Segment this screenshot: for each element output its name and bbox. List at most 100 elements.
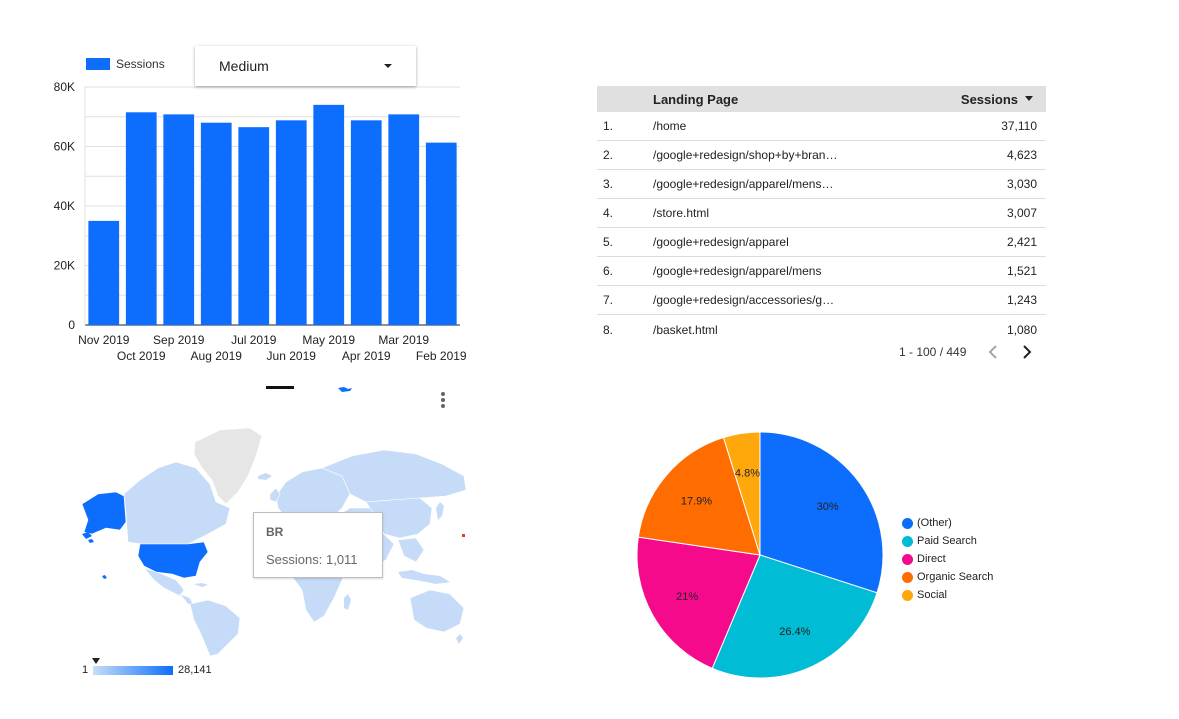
table-row[interactable]: 8. /basket.html 1,080	[597, 315, 1046, 344]
y-tick-label: 40K	[54, 199, 75, 213]
x-tick-label: Sep 2019	[153, 333, 205, 347]
bar[interactable]	[275, 120, 307, 325]
bar[interactable]	[88, 220, 120, 325]
table-row[interactable]: 5. /google+redesign/apparel 2,421	[597, 228, 1046, 257]
map-region-madagascar	[344, 594, 351, 610]
map-region-australia	[409, 589, 465, 633]
row-sessions: 37,110	[1001, 119, 1037, 133]
medium-dropdown[interactable]: Medium	[195, 46, 416, 86]
geo-map-chart: BR Sessions: 1,011 1 28,141	[80, 384, 470, 684]
pie-legend-label: Paid Search	[917, 535, 977, 547]
pie-legend-label: Organic Search	[917, 571, 994, 583]
y-tick-label: 60K	[54, 140, 75, 154]
y-tick-label: 20K	[54, 259, 75, 273]
legend-swatch	[86, 58, 110, 70]
map-region-caribbean	[194, 583, 208, 587]
map-region-russia	[321, 449, 467, 503]
bar[interactable]	[313, 104, 345, 325]
row-index: 1.	[603, 119, 614, 133]
y-tick-label: 80K	[54, 80, 75, 94]
map-region-pacific-red-dot	[462, 534, 465, 537]
table-row[interactable]: 6. /google+redesign/apparel/mens 1,521	[597, 257, 1046, 286]
pie-legend-label: Social	[917, 589, 947, 601]
color-scale-bar	[93, 666, 173, 675]
row-index: 3.	[603, 177, 614, 191]
color-scale-min: 1	[82, 664, 89, 676]
medium-pie-chart: 30% 26.4% 21% 17.9% 4.8% (Other) Paid Search D…	[620, 420, 1040, 700]
map-region-hawaii	[102, 575, 107, 579]
x-tick-label: Aug 2019	[191, 349, 243, 363]
pie-slice[interactable]	[636, 536, 761, 670]
x-tick-label: Feb 2019	[416, 349, 467, 363]
chevron-left-icon[interactable]	[985, 342, 1001, 362]
legend-dot-icon	[902, 517, 913, 529]
pie-slice[interactable]	[711, 554, 878, 679]
bar-chart-svg: 0 20K 40K 60K 80K Nov 2019 Oct 2019 Sep 2019 Aug…	[54, 80, 467, 363]
row-landing-page: /google+redesign/apparel	[653, 235, 789, 249]
row-landing-page: /google+redesign/apparel/mens	[653, 264, 822, 278]
row-index: 6.	[603, 264, 614, 278]
legend-dot-icon	[902, 535, 913, 547]
bar[interactable]	[163, 114, 195, 326]
pie-legend: (Other) Paid Search Direct Organic Search So…	[902, 514, 993, 604]
pie-slice-label: 26.4%	[779, 626, 810, 638]
row-landing-page: /home	[653, 119, 687, 133]
row-sessions: 3,030	[1006, 177, 1037, 191]
tooltip-country-code: BR	[266, 525, 284, 539]
legend-dot-icon	[902, 589, 913, 601]
pie-slice[interactable]	[637, 436, 761, 556]
column-header-sessions[interactable]: Sessions	[960, 91, 1018, 107]
map-region-alaska	[81, 491, 127, 535]
sort-descending-icon[interactable]	[1025, 96, 1033, 101]
map-region-new-zealand	[456, 634, 463, 644]
bar[interactable]	[425, 142, 457, 325]
y-tick-label: 0	[68, 318, 75, 332]
bar[interactable]	[388, 114, 420, 326]
bar[interactable]	[125, 112, 157, 325]
color-scale-marker-icon	[92, 658, 100, 664]
x-tick-label: Apr 2019	[342, 349, 391, 363]
pie-slice[interactable]	[722, 431, 761, 556]
legend-label: Sessions	[116, 57, 165, 71]
x-tick-label: Jun 2019	[267, 349, 317, 363]
table-pagination: 1 - 100 / 449	[597, 340, 1046, 364]
pie-slice[interactable]	[759, 431, 884, 594]
table-row[interactable]: 2. /google+redesign/shop+by+bran… 4,623	[597, 141, 1046, 170]
table-row[interactable]: 7. /google+redesign/accessories/g… 1,243	[597, 286, 1046, 315]
map-region-south-america	[189, 599, 241, 656]
legend-dot-icon	[902, 571, 913, 583]
row-index: 8.	[603, 322, 614, 337]
row-sessions: 2,421	[1006, 235, 1037, 249]
table-row[interactable]: 1. /home 37,110	[597, 112, 1046, 141]
table-row[interactable]: 3. /google+redesign/apparel/mens… 3,030	[597, 170, 1046, 199]
pie-slice-label: 4.8%	[735, 467, 760, 479]
map-region-iceland	[258, 473, 272, 480]
map-region-aleutians	[82, 532, 94, 543]
pagination-range: 1 - 100 / 449	[899, 345, 967, 359]
bar[interactable]	[200, 122, 232, 325]
row-index: 4.	[603, 206, 614, 220]
column-header-landing-page[interactable]: Landing Page	[653, 91, 739, 107]
pie-legend-item[interactable]: (Other)	[902, 514, 993, 532]
pie-legend-label: (Other)	[917, 517, 952, 529]
pie-legend-item[interactable]: Direct	[902, 550, 993, 568]
bar[interactable]	[238, 127, 270, 325]
table-row[interactable]: 4. /store.html 3,007	[597, 199, 1046, 228]
row-landing-page: /google+redesign/accessories/g…	[653, 293, 835, 307]
pie-legend-item[interactable]: Organic Search	[902, 568, 993, 586]
more-options-icon[interactable]	[436, 390, 450, 410]
chevron-down-icon	[384, 64, 392, 68]
pie-legend-label: Direct	[917, 553, 946, 565]
pie-legend-item[interactable]: Paid Search	[902, 532, 993, 550]
pie-slice-label: 30%	[817, 501, 839, 513]
medium-dropdown-label: Medium	[219, 58, 269, 74]
map-region-southeast-asia	[397, 537, 425, 563]
chevron-right-icon[interactable]	[1019, 342, 1035, 362]
bar[interactable]	[350, 120, 382, 325]
pie-slice-label: 21%	[676, 591, 698, 603]
color-scale-max: 28,141	[178, 664, 212, 676]
tooltip-sessions: Sessions: 1,011	[266, 552, 358, 567]
pie-legend-item[interactable]: Social	[902, 586, 993, 604]
x-tick-label: Nov 2019	[78, 333, 130, 347]
pie-slice-label: 17.9%	[681, 496, 712, 508]
